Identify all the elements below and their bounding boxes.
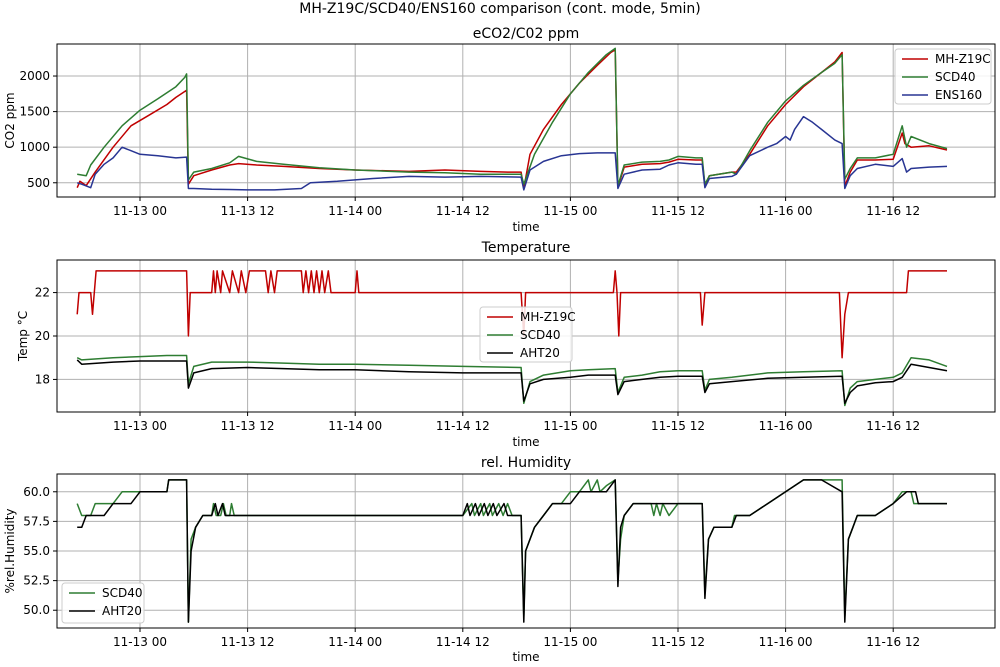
x-tick-label: 11-16 12 — [866, 204, 920, 218]
legend: MH-Z19C SCD40 ENS160 — [894, 48, 992, 105]
x-tick-label: 11-15 00 — [543, 419, 597, 433]
legend-label: SCD40 — [102, 586, 143, 600]
x-tick-label: 11-14 00 — [328, 419, 382, 433]
y-tick-label: 1500 — [19, 105, 50, 119]
y-tick-label: 18 — [35, 372, 50, 386]
series-line-aht20 — [76, 359, 948, 405]
y-tick-label: 60.0 — [23, 485, 50, 499]
series-line-scd40 — [76, 354, 948, 407]
y-axis-label: Temp °C — [16, 311, 30, 362]
series-lines — [76, 479, 947, 623]
y-tick-label: 20 — [35, 329, 50, 343]
x-tick-label: 11-14 12 — [436, 204, 490, 218]
chart-title: rel. Humidity — [481, 455, 571, 471]
x-tick-label: 11-13 00 — [113, 204, 167, 218]
y-tick-label: 1000 — [19, 140, 50, 154]
x-tick-label: 11-16 00 — [759, 419, 813, 433]
legend: SCD40 AHT20 — [61, 582, 145, 624]
y-axis-label: CO2 ppm — [3, 92, 17, 148]
x-tick-label: 11-14 00 — [328, 635, 382, 649]
plot-frame — [56, 43, 996, 198]
series-lines — [76, 270, 948, 407]
x-tick-label: 11-13 00 — [113, 419, 167, 433]
x-tick-label: 11-15 12 — [651, 419, 705, 433]
x-tick-label: 11-13 12 — [221, 635, 275, 649]
x-tick-label: 11-16 00 — [759, 204, 813, 218]
chart-panel-1: 11-13 00 11-13 12 11-14 00 11-14 12 11-15 00… — [3, 26, 996, 234]
x-tick-label: 11-13 12 — [221, 419, 275, 433]
figure-suptitle: MH-Z19C/SCD40/ENS160 comparison (cont. m… — [299, 1, 701, 17]
series-line-mh-z19c — [76, 270, 947, 359]
legend-label: AHT20 — [102, 604, 142, 618]
legend: MH-Z19C SCD40 AHT20 — [479, 306, 576, 363]
chart-panel-2: 11-13 00 11-13 12 11-14 00 11-14 12 11-15 00… — [16, 240, 996, 449]
y-tick-label: 55.0 — [23, 544, 50, 558]
legend-box — [479, 306, 573, 363]
series-line-aht20 — [77, 479, 947, 623]
x-tick-label: 11-16 12 — [866, 635, 920, 649]
x-tick-label: 11-14 12 — [436, 419, 490, 433]
x-axis-label: time — [512, 220, 539, 234]
x-tick-label: 11-14 00 — [328, 204, 382, 218]
x-tick-label: 11-16 00 — [759, 635, 813, 649]
x-tick-label: 11-14 12 — [436, 635, 490, 649]
x-axis-label: time — [512, 435, 539, 449]
x-tick-label: 11-16 12 — [866, 419, 920, 433]
legend-label: ENS160 — [935, 88, 982, 102]
y-tick-label: 57.5 — [23, 514, 50, 528]
grid-lines — [57, 474, 995, 628]
y-tick-label: 500 — [27, 176, 50, 190]
chart-title: Temperature — [481, 240, 571, 256]
series-lines — [76, 47, 948, 191]
series-line-mh-z19c — [76, 48, 948, 190]
x-tick-label: 11-13 00 — [113, 635, 167, 649]
legend-label: MH-Z19C — [935, 52, 991, 66]
legend-label: AHT20 — [520, 346, 560, 360]
x-tick-label: 11-13 12 — [221, 204, 275, 218]
y-tick-label: 50.0 — [23, 603, 50, 617]
x-tick-label: 11-15 12 — [651, 204, 705, 218]
chart-title: eCO2/C02 ppm — [473, 26, 579, 42]
series-line-ens160 — [76, 115, 948, 191]
legend-label: MH-Z19C — [520, 310, 576, 324]
x-tick-label: 11-15 00 — [543, 204, 597, 218]
series-line-scd40 — [77, 47, 948, 187]
legend-box — [894, 48, 992, 105]
y-tick-label: 2000 — [19, 69, 50, 83]
x-axis-label: time — [512, 650, 539, 664]
x-tick-label: 11-15 12 — [651, 635, 705, 649]
y-tick-label: 22 — [35, 286, 50, 300]
x-tick-label: 11-15 00 — [543, 635, 597, 649]
y-axis-label: %rel.Humidity — [3, 508, 17, 593]
chart-panel-3: 11-13 00 11-13 12 11-14 00 11-14 12 11-15 00… — [3, 455, 996, 664]
legend-label: SCD40 — [520, 328, 561, 342]
y-tick-label: 52.5 — [23, 574, 50, 588]
legend-label: SCD40 — [935, 70, 976, 84]
